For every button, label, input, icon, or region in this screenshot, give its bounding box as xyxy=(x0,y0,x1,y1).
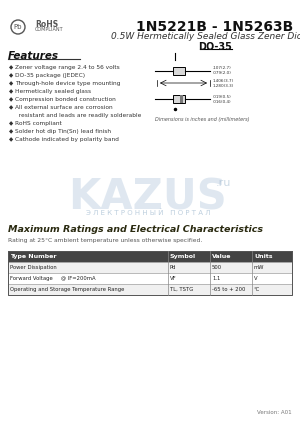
Text: .016(0.4): .016(0.4) xyxy=(213,100,232,104)
Text: 1N5221B - 1N5263B: 1N5221B - 1N5263B xyxy=(136,20,294,34)
Text: ◆: ◆ xyxy=(9,81,13,86)
Text: °C: °C xyxy=(254,287,260,292)
Text: ◆: ◆ xyxy=(9,121,13,126)
Text: Maximum Ratings and Electrical Characteristics: Maximum Ratings and Electrical Character… xyxy=(8,225,263,234)
Text: Э Л Е К Т Р О Н Н Ы Й   П О Р Т А Л: Э Л Е К Т Р О Н Н Ы Й П О Р Т А Л xyxy=(86,210,210,216)
Text: 1.406(3.7): 1.406(3.7) xyxy=(213,79,234,83)
Text: .019(0.5): .019(0.5) xyxy=(213,95,232,99)
Text: -65 to + 200: -65 to + 200 xyxy=(212,287,245,292)
Text: ◆: ◆ xyxy=(9,73,13,78)
Text: Power Dissipation: Power Dissipation xyxy=(10,265,57,270)
Text: Zener voltage range 2.4 to 56 volts: Zener voltage range 2.4 to 56 volts xyxy=(15,65,120,70)
Text: Version: A01: Version: A01 xyxy=(257,410,292,415)
Bar xyxy=(180,95,183,103)
Text: Operating and Storage Temperature Range: Operating and Storage Temperature Range xyxy=(10,287,125,292)
Text: ◆: ◆ xyxy=(9,89,13,94)
Text: All external surface are corrosion: All external surface are corrosion xyxy=(15,105,112,110)
Text: DO-35: DO-35 xyxy=(198,42,232,52)
Text: VF: VF xyxy=(170,276,177,281)
Text: .ru: .ru xyxy=(216,178,231,188)
Text: 0.5W Hermetically Sealed Glass Zener Diodes: 0.5W Hermetically Sealed Glass Zener Dio… xyxy=(111,32,300,41)
Text: Forward Voltage     @ IF=200mA: Forward Voltage @ IF=200mA xyxy=(10,276,96,281)
Bar xyxy=(8,251,292,262)
Text: ◆: ◆ xyxy=(9,97,13,102)
Text: Dimensions is inches and (millimeters): Dimensions is inches and (millimeters) xyxy=(155,117,250,122)
Text: V: V xyxy=(254,276,258,281)
Text: mW: mW xyxy=(254,265,265,270)
Bar xyxy=(8,284,292,295)
Text: Features: Features xyxy=(8,51,59,61)
Text: 1.1: 1.1 xyxy=(212,276,220,281)
Text: ◆: ◆ xyxy=(9,105,13,110)
Bar xyxy=(8,251,292,295)
Bar xyxy=(173,95,185,103)
Text: Pb: Pb xyxy=(14,24,22,30)
Text: RoHS: RoHS xyxy=(35,20,58,28)
Text: Symbol: Symbol xyxy=(170,254,196,259)
Text: ◆: ◆ xyxy=(9,137,13,142)
Bar xyxy=(8,273,292,284)
Text: RoHS compliant: RoHS compliant xyxy=(15,121,62,126)
Text: Rating at 25°C ambient temperature unless otherwise specified.: Rating at 25°C ambient temperature unles… xyxy=(8,238,202,243)
Text: Pd: Pd xyxy=(170,265,176,270)
Text: Units: Units xyxy=(254,254,272,259)
Text: Through-hole device type mounting: Through-hole device type mounting xyxy=(15,81,120,86)
Text: Hermetically sealed glass: Hermetically sealed glass xyxy=(15,89,91,94)
Text: Solder hot dip Tin(Sn) lead finish: Solder hot dip Tin(Sn) lead finish xyxy=(15,129,111,134)
Text: 1.280(3.3): 1.280(3.3) xyxy=(213,84,234,88)
Text: Type Number: Type Number xyxy=(10,254,56,259)
Bar xyxy=(8,262,292,273)
Text: TL, TSTG: TL, TSTG xyxy=(170,287,193,292)
Text: Cathode indicated by polarity band: Cathode indicated by polarity band xyxy=(15,137,119,142)
Text: ◆: ◆ xyxy=(9,65,13,70)
Text: resistant and leads are readily solderable: resistant and leads are readily solderab… xyxy=(15,113,141,118)
Text: Value: Value xyxy=(212,254,232,259)
Text: ◆: ◆ xyxy=(9,129,13,134)
Text: .107(2.7): .107(2.7) xyxy=(213,66,232,70)
Text: KAZUS: KAZUS xyxy=(69,176,227,218)
Text: .079(2.0): .079(2.0) xyxy=(213,71,232,75)
Bar xyxy=(173,67,185,75)
Text: Compression bonded construction: Compression bonded construction xyxy=(15,97,116,102)
Text: COMPLIANT: COMPLIANT xyxy=(35,26,64,31)
Text: 500: 500 xyxy=(212,265,222,270)
Text: DO-35 package (JEDEC): DO-35 package (JEDEC) xyxy=(15,73,85,78)
